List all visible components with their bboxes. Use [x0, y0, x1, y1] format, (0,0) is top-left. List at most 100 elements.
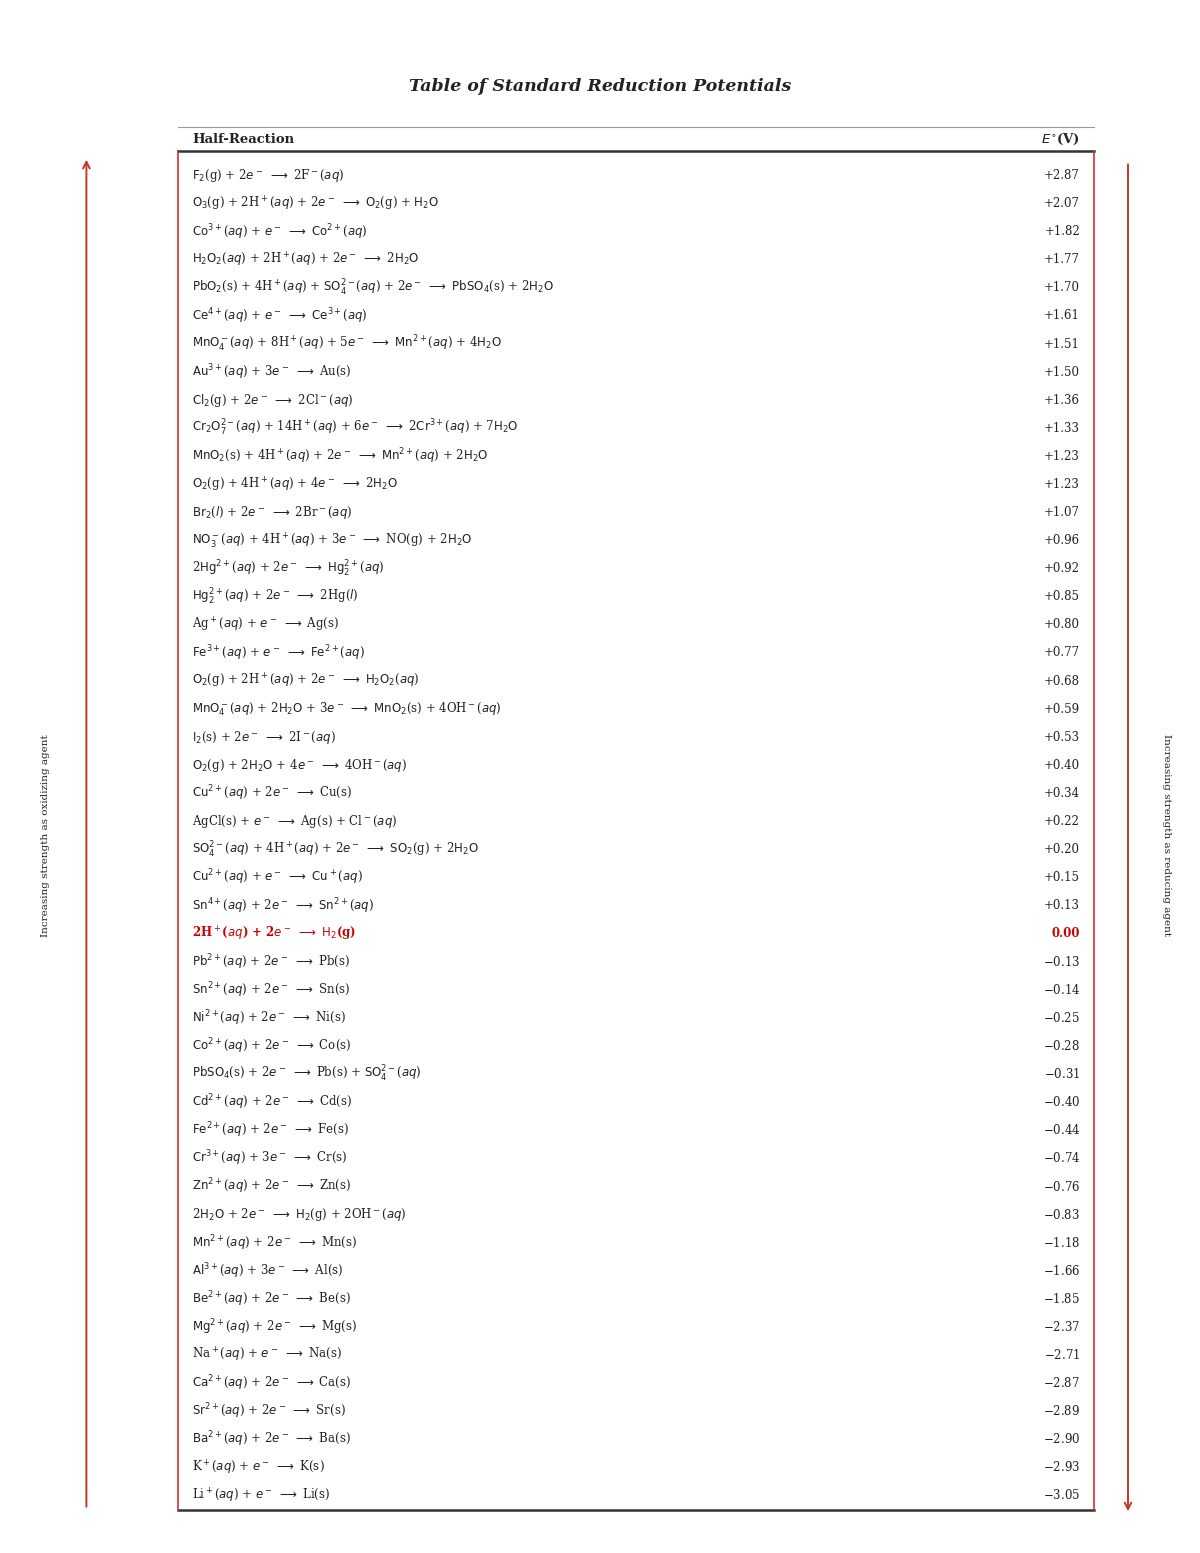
Text: $\mathrm{MnO_4^-}$($aq$) + 2$\mathrm{H_2O}$ + 3$e^-$ $\longrightarrow$ $\mathrm{: $\mathrm{MnO_4^-}$($aq$) + 2$\mathrm{H_2… [192, 700, 502, 717]
Text: $-$2.90: $-$2.90 [1043, 1432, 1080, 1446]
Text: +1.07: +1.07 [1044, 506, 1080, 519]
Text: $-$0.74: $-$0.74 [1043, 1151, 1080, 1165]
Text: +1.61: +1.61 [1044, 309, 1080, 323]
Text: $\mathrm{Sn^{2+}}$($aq$) + 2$e^-$ $\longrightarrow$ Sn(s): $\mathrm{Sn^{2+}}$($aq$) + 2$e^-$ $\long… [192, 980, 350, 1000]
Text: +1.77: +1.77 [1044, 253, 1080, 266]
Text: $\mathrm{MnO_2}$(s) + 4H$^+$($aq$) + 2$e^-$ $\longrightarrow$ $\mathrm{Mn^{2+}}$: $\mathrm{MnO_2}$(s) + 4H$^+$($aq$) + 2$e… [192, 447, 488, 466]
Text: $-$1.18: $-$1.18 [1043, 1236, 1080, 1250]
Text: Increasing strength as oxidizing agent: Increasing strength as oxidizing agent [41, 735, 50, 936]
Text: $-$0.31: $-$0.31 [1044, 1067, 1080, 1081]
Text: +0.96: +0.96 [1044, 534, 1080, 547]
Text: Li$^+$($aq$) + $e^-$ $\longrightarrow$ Li(s): Li$^+$($aq$) + $e^-$ $\longrightarrow$ L… [192, 1486, 330, 1505]
Text: $-$0.44: $-$0.44 [1043, 1123, 1080, 1137]
Text: $-$2.93: $-$2.93 [1043, 1460, 1080, 1474]
Text: $\mathrm{Co^{3+}}$($aq$) + $e^-$ $\longrightarrow$ $\mathrm{Co^{2+}}$($aq$): $\mathrm{Co^{3+}}$($aq$) + $e^-$ $\longr… [192, 222, 367, 242]
Text: $\mathrm{Cl_2}$(g) + 2$e^-$ $\longrightarrow$ 2Cl$^-$($aq$): $\mathrm{Cl_2}$(g) + 2$e^-$ $\longrighta… [192, 391, 354, 408]
Text: +0.15: +0.15 [1044, 871, 1080, 884]
Text: $-$0.83: $-$0.83 [1043, 1208, 1080, 1222]
Text: +0.13: +0.13 [1044, 899, 1080, 912]
Text: +1.23: +1.23 [1044, 450, 1080, 463]
Text: $\mathrm{Ce^{4+}}$($aq$) + $e^-$ $\longrightarrow$ $\mathrm{Ce^{3+}}$($aq$): $\mathrm{Ce^{4+}}$($aq$) + $e^-$ $\longr… [192, 306, 367, 326]
Text: +0.80: +0.80 [1044, 618, 1080, 632]
Text: $\mathrm{Mn^{2+}}$($aq$) + 2$e^-$ $\longrightarrow$ Mn(s): $\mathrm{Mn^{2+}}$($aq$) + 2$e^-$ $\long… [192, 1233, 358, 1253]
Text: $\mathrm{Ni^{2+}}$($aq$) + 2$e^-$ $\longrightarrow$ Ni(s): $\mathrm{Ni^{2+}}$($aq$) + 2$e^-$ $\long… [192, 1008, 346, 1028]
Text: +1.36: +1.36 [1044, 394, 1080, 407]
Text: $-$2.37: $-$2.37 [1043, 1320, 1080, 1334]
Text: +0.53: +0.53 [1044, 731, 1080, 744]
Text: $\mathrm{I_2}$(s) + 2$e^-$ $\longrightarrow$ 2I$^-$($aq$): $\mathrm{I_2}$(s) + 2$e^-$ $\longrightar… [192, 728, 336, 745]
Text: +1.23: +1.23 [1044, 478, 1080, 491]
Text: Na$^+$($aq$) + $e^-$ $\longrightarrow$ Na(s): Na$^+$($aq$) + $e^-$ $\longrightarrow$ N… [192, 1346, 342, 1364]
Text: $\mathrm{Br_2}$($l$) + 2$e^-$ $\longrightarrow$ 2Br$^-$($aq$): $\mathrm{Br_2}$($l$) + 2$e^-$ $\longrigh… [192, 505, 353, 522]
Text: $\mathrm{PbSO_4}$(s) + 2$e^-$ $\longrightarrow$ Pb(s) + $\mathrm{SO_4^{2-}}$($aq: $\mathrm{PbSO_4}$(s) + 2$e^-$ $\longrigh… [192, 1064, 421, 1084]
Text: $\mathrm{MnO_4^-}$($aq$) + 8H$^+$($aq$) + 5$e^-$ $\longrightarrow$ $\mathrm{Mn^{: $\mathrm{MnO_4^-}$($aq$) + 8H$^+$($aq$) … [192, 334, 502, 354]
Text: +1.33: +1.33 [1044, 422, 1080, 435]
Text: $-$0.76: $-$0.76 [1043, 1180, 1080, 1194]
Text: $\mathrm{Fe^{2+}}$($aq$) + 2$e^-$ $\longrightarrow$ Fe(s): $\mathrm{Fe^{2+}}$($aq$) + 2$e^-$ $\long… [192, 1121, 349, 1140]
Text: $\mathrm{Sr^{2+}}$($aq$) + 2$e^-$ $\longrightarrow$ Sr(s): $\mathrm{Sr^{2+}}$($aq$) + 2$e^-$ $\long… [192, 1401, 346, 1421]
Text: $\mathrm{Fe^{3+}}$($aq$) + $e^-$ $\longrightarrow$ $\mathrm{Fe^{2+}}$($aq$): $\mathrm{Fe^{3+}}$($aq$) + $e^-$ $\longr… [192, 643, 365, 663]
Text: 0.00: 0.00 [1051, 927, 1080, 940]
Text: $-$2.71: $-$2.71 [1044, 1348, 1080, 1362]
Text: +2.07: +2.07 [1044, 197, 1080, 210]
Text: $\mathrm{Ba^{2+}}$($aq$) + 2$e^-$ $\longrightarrow$ Ba(s): $\mathrm{Ba^{2+}}$($aq$) + 2$e^-$ $\long… [192, 1429, 350, 1449]
Text: Half-Reaction: Half-Reaction [192, 134, 294, 146]
Text: Ag$^+$($aq$) + $e^-$ $\longrightarrow$ Ag(s): Ag$^+$($aq$) + $e^-$ $\longrightarrow$ A… [192, 615, 340, 634]
Text: +0.92: +0.92 [1044, 562, 1080, 575]
Text: +2.87: +2.87 [1044, 169, 1080, 182]
Text: +0.34: +0.34 [1044, 787, 1080, 800]
Text: $\mathrm{Pb^{2+}}$($aq$) + 2$e^-$ $\longrightarrow$ Pb(s): $\mathrm{Pb^{2+}}$($aq$) + 2$e^-$ $\long… [192, 952, 350, 972]
Text: +0.59: +0.59 [1044, 702, 1080, 716]
Text: $\mathrm{F_2}$(g) + 2$e^-$ $\longrightarrow$ 2F$^-$($aq$): $\mathrm{F_2}$(g) + 2$e^-$ $\longrightar… [192, 168, 344, 185]
Text: $\mathrm{O_3}$(g) + 2H$^+$($aq$) + 2$e^-$ $\longrightarrow$ $\mathrm{O_2}$(g) + : $\mathrm{O_3}$(g) + 2H$^+$($aq$) + 2$e^-… [192, 194, 439, 213]
Text: $-$2.87: $-$2.87 [1043, 1376, 1080, 1390]
Text: $-$2.89: $-$2.89 [1043, 1404, 1080, 1418]
Text: +0.77: +0.77 [1044, 646, 1080, 660]
Text: $\mathrm{Au^{3+}}$($aq$) + 3$e^-$ $\longrightarrow$ Au(s): $\mathrm{Au^{3+}}$($aq$) + 3$e^-$ $\long… [192, 362, 352, 382]
Text: Increasing strength as reducing agent: Increasing strength as reducing agent [1162, 735, 1171, 936]
Text: $\mathrm{Cu^{2+}}$($aq$) + 2$e^-$ $\longrightarrow$ Cu(s): $\mathrm{Cu^{2+}}$($aq$) + 2$e^-$ $\long… [192, 784, 352, 803]
Text: $\mathrm{Al^{3+}}$($aq$) + 3$e^-$ $\longrightarrow$ Al(s): $\mathrm{Al^{3+}}$($aq$) + 3$e^-$ $\long… [192, 1261, 343, 1281]
Text: +1.70: +1.70 [1044, 281, 1080, 295]
Text: +1.50: +1.50 [1044, 365, 1080, 379]
Text: $\mathrm{NO_3^-}$($aq$) + 4H$^+$($aq$) + 3$e^-$ $\longrightarrow$ NO(g) + 2$\mat: $\mathrm{NO_3^-}$($aq$) + 4H$^+$($aq$) +… [192, 531, 473, 550]
Text: $\mathrm{H_2O_2}$($aq$) + 2H$^+$($aq$) + 2$e^-$ $\longrightarrow$ 2$\mathrm{H_2O: $\mathrm{H_2O_2}$($aq$) + 2H$^+$($aq$) +… [192, 250, 419, 269]
Text: $-$1.85: $-$1.85 [1043, 1292, 1080, 1306]
Text: $\mathrm{Cr_2O_7^{2-}}$($aq$) + 14H$^+$($aq$) + 6$e^-$ $\longrightarrow$ 2$\math: $\mathrm{Cr_2O_7^{2-}}$($aq$) + 14H$^+$(… [192, 418, 518, 438]
Text: AgCl(s) + $e^-$ $\longrightarrow$ Ag(s) + Cl$^-$($aq$): AgCl(s) + $e^-$ $\longrightarrow$ Ag(s) … [192, 812, 397, 829]
Text: $\mathrm{O_2}$(g) + 2$\mathrm{H_2O}$ + 4$e^-$ $\longrightarrow$ 4OH$^-$($aq$): $\mathrm{O_2}$(g) + 2$\mathrm{H_2O}$ + 4… [192, 756, 407, 773]
Text: $\mathrm{Hg_2^{2+}}$($aq$) + 2$e^-$ $\longrightarrow$ 2Hg($l$): $\mathrm{Hg_2^{2+}}$($aq$) + 2$e^-$ $\lo… [192, 587, 359, 607]
Text: $-$0.13: $-$0.13 [1043, 955, 1080, 969]
Text: $-$0.40: $-$0.40 [1043, 1095, 1080, 1109]
Text: Table of Standard Reduction Potentials: Table of Standard Reduction Potentials [409, 79, 791, 95]
Text: $-$0.25: $-$0.25 [1043, 1011, 1080, 1025]
Text: +0.68: +0.68 [1044, 674, 1080, 688]
Text: $\mathrm{Mg^{2+}}$($aq$) + 2$e^-$ $\longrightarrow$ Mg(s): $\mathrm{Mg^{2+}}$($aq$) + 2$e^-$ $\long… [192, 1317, 358, 1337]
Text: $-$1.66: $-$1.66 [1043, 1264, 1080, 1278]
Text: $\mathrm{PbO_2}$(s) + 4H$^+$($aq$) + $\mathrm{SO_4^{2-}}$($aq$) + 2$e^-$ $\longr: $\mathrm{PbO_2}$(s) + 4H$^+$($aq$) + $\m… [192, 278, 554, 298]
Text: 2$\mathrm{H_2O}$ + 2$e^-$ $\longrightarrow$ $\mathrm{H_2}$(g) + 2OH$^-$($aq$): 2$\mathrm{H_2O}$ + 2$e^-$ $\longrightarr… [192, 1207, 407, 1224]
Text: $-$3.05: $-$3.05 [1043, 1488, 1080, 1502]
Text: $\mathrm{Zn^{2+}}$($aq$) + 2$e^-$ $\longrightarrow$ Zn(s): $\mathrm{Zn^{2+}}$($aq$) + 2$e^-$ $\long… [192, 1177, 352, 1196]
Text: 2H$^+$($aq$) + 2$e^-$ $\longrightarrow$ $\mathrm{H_2}$(g): 2H$^+$($aq$) + 2$e^-$ $\longrightarrow$ … [192, 924, 356, 943]
Text: $\mathrm{Cu^{2+}}$($aq$) + $e^-$ $\longrightarrow$ $\mathrm{Cu^+}$($aq$): $\mathrm{Cu^{2+}}$($aq$) + $e^-$ $\longr… [192, 868, 362, 887]
Text: +1.82: +1.82 [1044, 225, 1080, 238]
Text: K$^+$($aq$) + $e^-$ $\longrightarrow$ K(s): K$^+$($aq$) + $e^-$ $\longrightarrow$ K(… [192, 1458, 325, 1477]
Text: $E^{\circ}$(V): $E^{\circ}$(V) [1042, 132, 1080, 148]
Text: $\mathrm{SO_4^{2-}}$($aq$) + 4H$^+$($aq$) + 2$e^-$ $\longrightarrow$ $\mathrm{SO: $\mathrm{SO_4^{2-}}$($aq$) + 4H$^+$($aq$… [192, 840, 479, 860]
Text: $\mathrm{O_2}$(g) + 4H$^+$($aq$) + 4$e^-$ $\longrightarrow$ 2$\mathrm{H_2O}$: $\mathrm{O_2}$(g) + 4H$^+$($aq$) + 4$e^-… [192, 475, 397, 494]
Text: $\mathrm{Cd^{2+}}$($aq$) + 2$e^-$ $\longrightarrow$ Cd(s): $\mathrm{Cd^{2+}}$($aq$) + 2$e^-$ $\long… [192, 1092, 352, 1112]
Text: +1.51: +1.51 [1044, 337, 1080, 351]
Text: 2$\mathrm{Hg^{2+}}$($aq$) + 2$e^-$ $\longrightarrow$ $\mathrm{Hg_2^{2+}}$($aq$): 2$\mathrm{Hg^{2+}}$($aq$) + 2$e^-$ $\lon… [192, 559, 384, 579]
Text: +0.40: +0.40 [1044, 759, 1080, 772]
Text: $\mathrm{Cr^{3+}}$($aq$) + 3$e^-$ $\longrightarrow$ Cr(s): $\mathrm{Cr^{3+}}$($aq$) + 3$e^-$ $\long… [192, 1149, 348, 1168]
Text: $\mathrm{Be^{2+}}$($aq$) + 2$e^-$ $\longrightarrow$ Be(s): $\mathrm{Be^{2+}}$($aq$) + 2$e^-$ $\long… [192, 1289, 350, 1309]
Text: $\mathrm{Sn^{4+}}$($aq$) + 2$e^-$ $\longrightarrow$ $\mathrm{Sn^{2+}}$($aq$): $\mathrm{Sn^{4+}}$($aq$) + 2$e^-$ $\long… [192, 896, 374, 916]
Text: $\mathrm{Ca^{2+}}$($aq$) + 2$e^-$ $\longrightarrow$ Ca(s): $\mathrm{Ca^{2+}}$($aq$) + 2$e^-$ $\long… [192, 1373, 352, 1393]
Text: +0.85: +0.85 [1044, 590, 1080, 603]
Text: $\mathrm{O_2}$(g) + 2H$^+$($aq$) + 2$e^-$ $\longrightarrow$ $\mathrm{H_2O_2}$($a: $\mathrm{O_2}$(g) + 2H$^+$($aq$) + 2$e^-… [192, 672, 420, 690]
Text: +0.20: +0.20 [1044, 843, 1080, 856]
Text: $-$0.14: $-$0.14 [1043, 983, 1080, 997]
Text: +0.22: +0.22 [1044, 815, 1080, 828]
Text: $\mathrm{Co^{2+}}$($aq$) + 2$e^-$ $\longrightarrow$ Co(s): $\mathrm{Co^{2+}}$($aq$) + 2$e^-$ $\long… [192, 1036, 352, 1056]
